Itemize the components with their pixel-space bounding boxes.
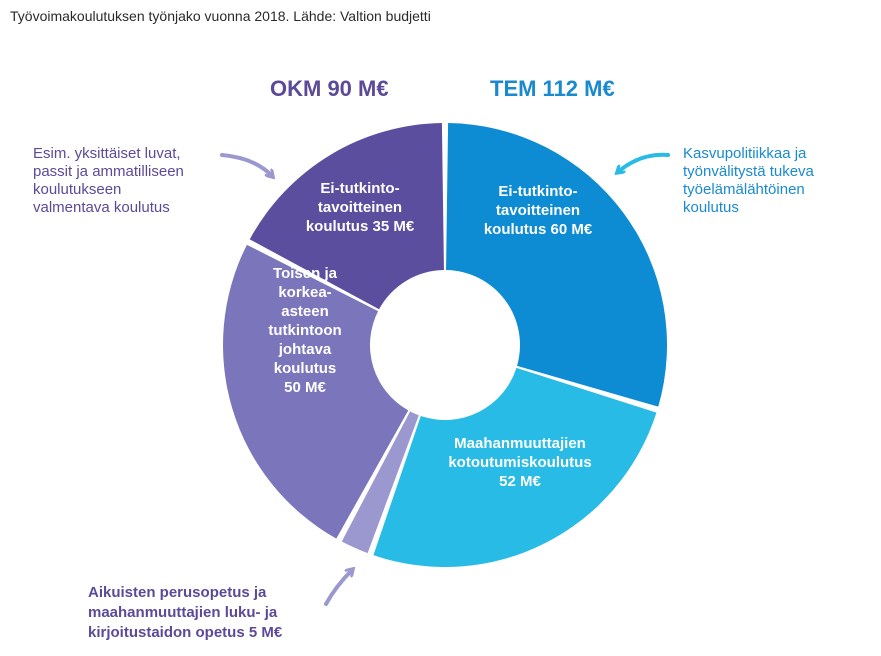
slice-3 bbox=[222, 244, 409, 539]
slice-label-3: Toisen ja korkea-asteen tutkintoon johtava k… bbox=[268, 265, 341, 396]
slice-2 bbox=[341, 411, 419, 554]
note-basic-education: Aikuisten perusopetus ja maahanmuuttajie… bbox=[88, 584, 283, 641]
slice-label-4: Ei-tutkinto-tavoitteinen koulutus 35 M€ bbox=[306, 180, 415, 235]
chart-title: Työvoimakoulutuksen työnjako vuonna 2018… bbox=[10, 8, 431, 24]
slice-4 bbox=[249, 123, 444, 310]
slice-label-0: Ei-tutkinto-tavoitteinen koulutus 60 M€ bbox=[484, 183, 593, 238]
arrow-right-note bbox=[618, 152, 670, 172]
note-okm-non-degree: Esim. yksittäiset luvat, passit ja ammat… bbox=[33, 145, 184, 216]
arrow-left-note bbox=[220, 153, 272, 176]
tem-total-label: TEM 112 M€ bbox=[490, 76, 615, 101]
okm-total-label: OKM 90 M€ bbox=[270, 76, 389, 101]
slice-0 bbox=[446, 123, 667, 407]
note-tem-non-degree: Kasvupolitiikkaa ja työnvälitystä tukeva… bbox=[683, 145, 814, 216]
slice-1 bbox=[373, 367, 657, 567]
arrow-bottom-note bbox=[324, 570, 352, 606]
slice-label-1: Maahanmuuttajien kotoutumiskoulutus 52 M€ bbox=[448, 435, 591, 490]
